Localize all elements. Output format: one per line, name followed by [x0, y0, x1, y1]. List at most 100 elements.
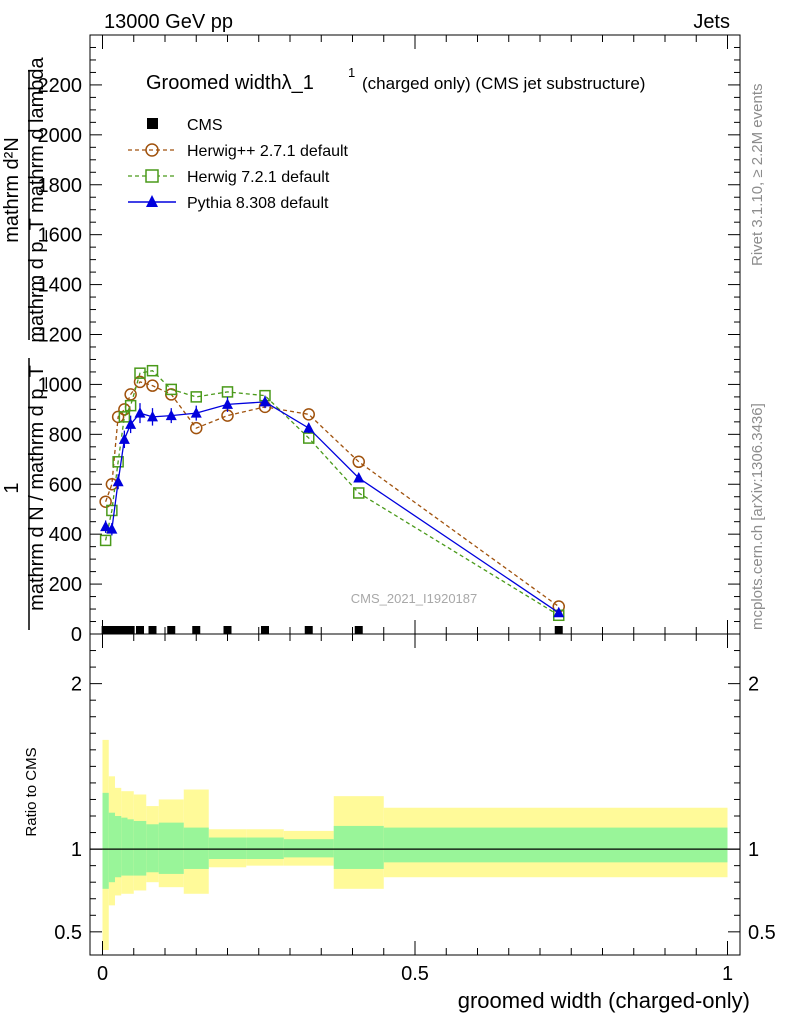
y-tick-label: 1200 [38, 325, 83, 347]
data-point-cms [554, 626, 563, 634]
data-point-pythia [134, 407, 146, 418]
y-tick-label: 0 [71, 624, 82, 646]
ratio-inner-band [208, 837, 247, 860]
ratio-inner-band [333, 825, 384, 869]
data-point-herwig7 [134, 367, 146, 379]
data-point-cms [148, 626, 157, 634]
data-point-cms [192, 626, 201, 634]
x-tick-label: 0.5 [401, 963, 429, 985]
data-point-cms [136, 626, 144, 634]
data-point-herwigpp [352, 455, 365, 469]
data-point-herwig7 [146, 364, 159, 377]
legend-label-herwig7: Herwig 7.2.1 default [187, 169, 330, 186]
ratio-inner-band [183, 827, 209, 869]
ratio-inner-band [115, 816, 122, 878]
legend: CMS Herwig++ 2.7.1 default Herwig 7.2.1 … [128, 117, 349, 212]
data-point-pythia [100, 520, 112, 532]
ratio-axis-label: Ratio to CMS [23, 747, 40, 836]
legend-marker-pythia [146, 195, 158, 207]
y-tick-label: 800 [49, 424, 82, 446]
legend-marker-herwigpp [145, 143, 159, 157]
data-point-pythia [190, 407, 202, 418]
legend-marker-cms [147, 118, 158, 129]
data-point-pythia [553, 606, 565, 618]
series-line-2 [104, 369, 560, 616]
data-point-cms [167, 626, 176, 634]
data-point-pythia [259, 395, 271, 407]
data-point-pythia [112, 475, 124, 487]
analysis-id: CMS_2021_I1920187 [351, 591, 478, 606]
data-point-pythia [147, 410, 158, 422]
data-point-herwigpp [146, 379, 159, 392]
data-point-herwigpp [302, 408, 315, 421]
data-point-pythia [222, 398, 233, 409]
y-tick-label: 200 [49, 574, 82, 596]
data-point-pythia [106, 523, 118, 534]
legend-label-cms: CMS [187, 117, 223, 134]
data-point-cms [126, 626, 135, 634]
y-tick-label: 2000 [38, 125, 83, 147]
y-axis-denominator: mathrm d N / mathrm d p_T [26, 365, 48, 611]
data-point-herwig7 [99, 534, 112, 547]
y-tick-label: 400 [49, 524, 82, 546]
main-plot: 0 200 400 600 800 1000 1200 1400 1600 1800 2000 220… [38, 34, 741, 646]
series-line-3 [105, 401, 560, 614]
data-point-herwig7 [124, 399, 137, 412]
x-axis-label: groomed width (charged-only) [458, 988, 750, 1013]
chart-title-tail: (charged only) (CMS jet substructure) [362, 74, 645, 93]
ratio-inner-band [127, 819, 134, 876]
data-point-cms [101, 626, 110, 634]
ratio-inner-band [108, 812, 115, 883]
data-point-pythia [118, 433, 130, 444]
y-tick-label: 1400 [38, 275, 83, 297]
data-point-herwigpp [99, 495, 112, 508]
data-point-pythia [165, 409, 177, 421]
y-tick-label: 1600 [38, 225, 83, 247]
data-point-herwigpp [190, 421, 203, 435]
plot-marks [99, 364, 565, 634]
data-point-herwig7 [353, 487, 365, 499]
y-tick-label: 1000 [38, 374, 83, 396]
data-point-herwigpp [118, 403, 131, 416]
ratio-inner-band [146, 824, 159, 873]
ratio-tick-label: 2 [748, 674, 759, 696]
legend-label-herwigpp: Herwig++ 2.7.1 default [187, 143, 349, 160]
x-tick-label: 0 [97, 963, 108, 985]
data-point-herwig7 [190, 391, 202, 403]
mcplots-credit-text: mcplots.cern.ch [arXiv:1306.3436] [749, 403, 766, 630]
legend-label-pythia: Pythia 8.308 default [187, 195, 329, 212]
chart-title: Groomed widthλ_1 [146, 72, 314, 94]
chart-title-superscript: 1 [348, 65, 355, 80]
y-tick-label: 1800 [38, 175, 83, 197]
data-point-herwig7 [118, 411, 131, 423]
ratio-tick-label: 2 [71, 674, 82, 696]
ratio-inner-band [102, 792, 109, 889]
ratio-tick-label: 0.5 [54, 922, 82, 944]
data-point-cms [304, 626, 313, 634]
x-tick-label: 1 [722, 963, 733, 985]
data-point-pythia [353, 472, 365, 483]
data-point-pythia [303, 422, 315, 433]
legend-marker-herwig7 [145, 169, 159, 183]
data-point-herwigpp [111, 410, 125, 424]
energy-label: 13000 GeV pp [104, 11, 233, 33]
ratio-inner-band [246, 837, 284, 860]
ratio-inner-band [158, 822, 184, 874]
data-point-cms [261, 626, 269, 634]
data-point-cms [114, 626, 123, 634]
y-axis-numerator-right: mathrm d²N [1, 137, 23, 243]
data-point-herwig7 [106, 504, 118, 517]
y-tick-label: 2200 [38, 75, 83, 97]
ratio-tick-label: 0.5 [748, 922, 776, 944]
data-point-pythia [125, 418, 137, 429]
data-point-herwig7 [112, 456, 124, 468]
ratio-inner-band [133, 820, 147, 876]
data-point-cms [120, 626, 129, 634]
ratio-inner-band [383, 827, 728, 863]
rivet-version-text: Rivet 3.1.10, ≥ 2.2M events [749, 84, 766, 267]
ratio-plot: 0 0.5 1 0.5 0.5 1 1 2 2 [54, 633, 776, 985]
ratio-tick-label: 1 [71, 839, 82, 861]
category-label: Jets [693, 11, 730, 33]
y-tick-label: 600 [49, 474, 82, 496]
